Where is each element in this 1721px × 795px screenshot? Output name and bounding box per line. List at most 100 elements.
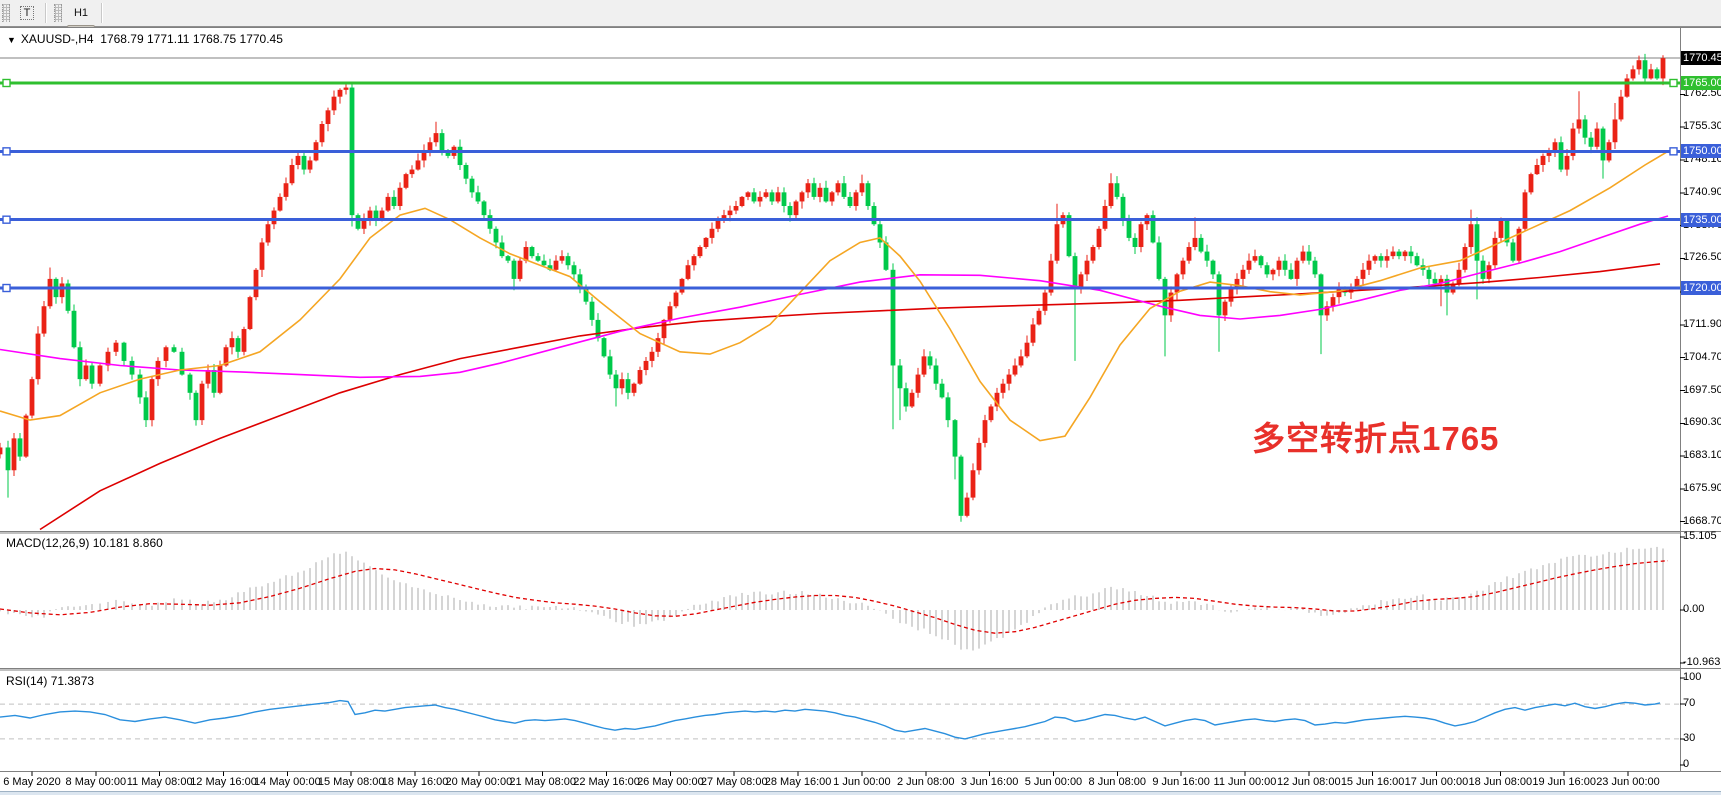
candle-body <box>463 165 469 179</box>
candle-body <box>970 470 976 498</box>
candle-body <box>1054 224 1060 261</box>
candle-body <box>1102 206 1108 229</box>
time-axis[interactable]: 6 May 2020 8 May 00:00 11 May 08:00 12 May … <box>0 773 1721 791</box>
axis-label: 1704.70 <box>1683 350 1721 363</box>
line-handle <box>2 215 11 224</box>
time-axis-label: 9 Jun 16:00 <box>1152 776 1210 788</box>
candle-body <box>301 155 307 170</box>
candle-body <box>1222 301 1228 316</box>
candle-body <box>1354 278 1360 289</box>
horizontal-level-lines[interactable] <box>0 78 1680 293</box>
candle-body <box>583 288 589 302</box>
candle-body <box>337 89 343 97</box>
candle-body <box>1300 251 1306 261</box>
macd-signal-line <box>0 560 1669 634</box>
candle-body <box>229 338 235 348</box>
candle-body <box>933 365 939 384</box>
timeframe-button-h1[interactable]: H1 <box>73 7 89 19</box>
candle-body <box>1198 237 1204 252</box>
candle-body <box>1162 278 1168 316</box>
candle-body <box>523 247 529 261</box>
candle-body <box>877 224 883 243</box>
candle-body <box>1090 247 1096 261</box>
line-handle <box>2 147 11 156</box>
candle-body <box>367 210 373 220</box>
candle-body <box>83 365 89 380</box>
candle-body <box>673 292 679 307</box>
candle-body <box>433 133 439 143</box>
axis-label: 1740.90 <box>1683 185 1721 198</box>
axis-label: 30 <box>1683 731 1696 744</box>
candle-body <box>835 183 841 193</box>
candle-body <box>799 192 805 202</box>
candle-body <box>553 260 559 270</box>
candle-body <box>625 379 631 393</box>
candle-body <box>1564 155 1570 170</box>
candle-body <box>121 342 127 361</box>
pane-borders <box>0 27 1721 772</box>
candle-body <box>769 192 775 202</box>
candle-body <box>1546 151 1552 156</box>
time-axis-label: 2 Jun 08:00 <box>897 776 955 788</box>
time-axis-label: 11 May 08:00 <box>126 776 193 788</box>
candle-body <box>343 87 349 90</box>
candle-body <box>1504 219 1510 243</box>
candle-body <box>1096 228 1102 248</box>
candle-body <box>1594 128 1600 147</box>
price-axis-highlight-label: 1750.00 <box>1681 144 1721 159</box>
candle-body <box>1660 58 1666 79</box>
toolbar-drag-handle-icon[interactable] <box>54 4 62 22</box>
candle-body <box>1432 278 1438 284</box>
price-axis[interactable]: 1762.501755.301748.101740.901733.701726.… <box>1681 0 1721 795</box>
candle-body <box>41 306 47 334</box>
candle-body <box>187 374 193 393</box>
toolbar-drag-handle-icon[interactable] <box>2 4 10 22</box>
candle-body <box>307 160 313 170</box>
axis-label: 0.00 <box>1683 603 1705 615</box>
rsi-layer <box>0 699 1680 740</box>
candle-body <box>493 228 499 243</box>
candle-body <box>811 183 817 197</box>
candle-body <box>607 356 613 375</box>
candle-body <box>421 151 427 161</box>
candle-body <box>193 392 199 421</box>
time-axis-label: 3 Jun 16:00 <box>960 776 1019 788</box>
candle-body <box>745 192 751 197</box>
candle-body <box>457 146 463 166</box>
candle-body <box>325 110 331 125</box>
candle-body <box>589 301 595 320</box>
chart-text-annotation[interactable]: 多空转折点1765 <box>1252 420 1500 457</box>
time-axis-label: 11 Jun 00:00 <box>1213 776 1277 788</box>
candle-body <box>289 165 295 184</box>
candle-body <box>927 356 933 366</box>
candle-body <box>379 210 385 220</box>
chevron-down-icon[interactable]: ▼ <box>7 35 16 45</box>
candle-body <box>547 265 553 270</box>
candle-body <box>1384 256 1390 261</box>
time-axis-label: 17 Jun 00:00 <box>1404 776 1469 788</box>
candle-body <box>847 196 853 207</box>
rsi-indicator-label: RSI(14) 71.3873 <box>6 674 95 688</box>
candle-body <box>1642 60 1648 79</box>
candle-body <box>661 319 667 339</box>
candle-body <box>1570 128 1576 156</box>
candle-body <box>1306 251 1312 261</box>
candle-body <box>1246 260 1252 270</box>
candle-body <box>1048 260 1054 293</box>
candle-body <box>1072 256 1078 289</box>
text-tool-icon[interactable]: T <box>15 1 39 25</box>
candle-body <box>1414 256 1420 266</box>
candle-body <box>787 206 793 216</box>
candle-body <box>129 360 135 375</box>
candle-body <box>481 201 487 216</box>
candle-body <box>829 192 835 202</box>
candle-body <box>565 256 571 266</box>
candle-body <box>361 219 367 229</box>
axis-label: 1668.70 <box>1683 514 1721 527</box>
time-axis-label: 20 May 00:00 <box>445 776 513 788</box>
candle-body <box>595 319 601 339</box>
candle-body <box>945 397 951 421</box>
time-axis-label: 6 May 2020 <box>3 776 61 788</box>
candle-body <box>1150 215 1156 243</box>
